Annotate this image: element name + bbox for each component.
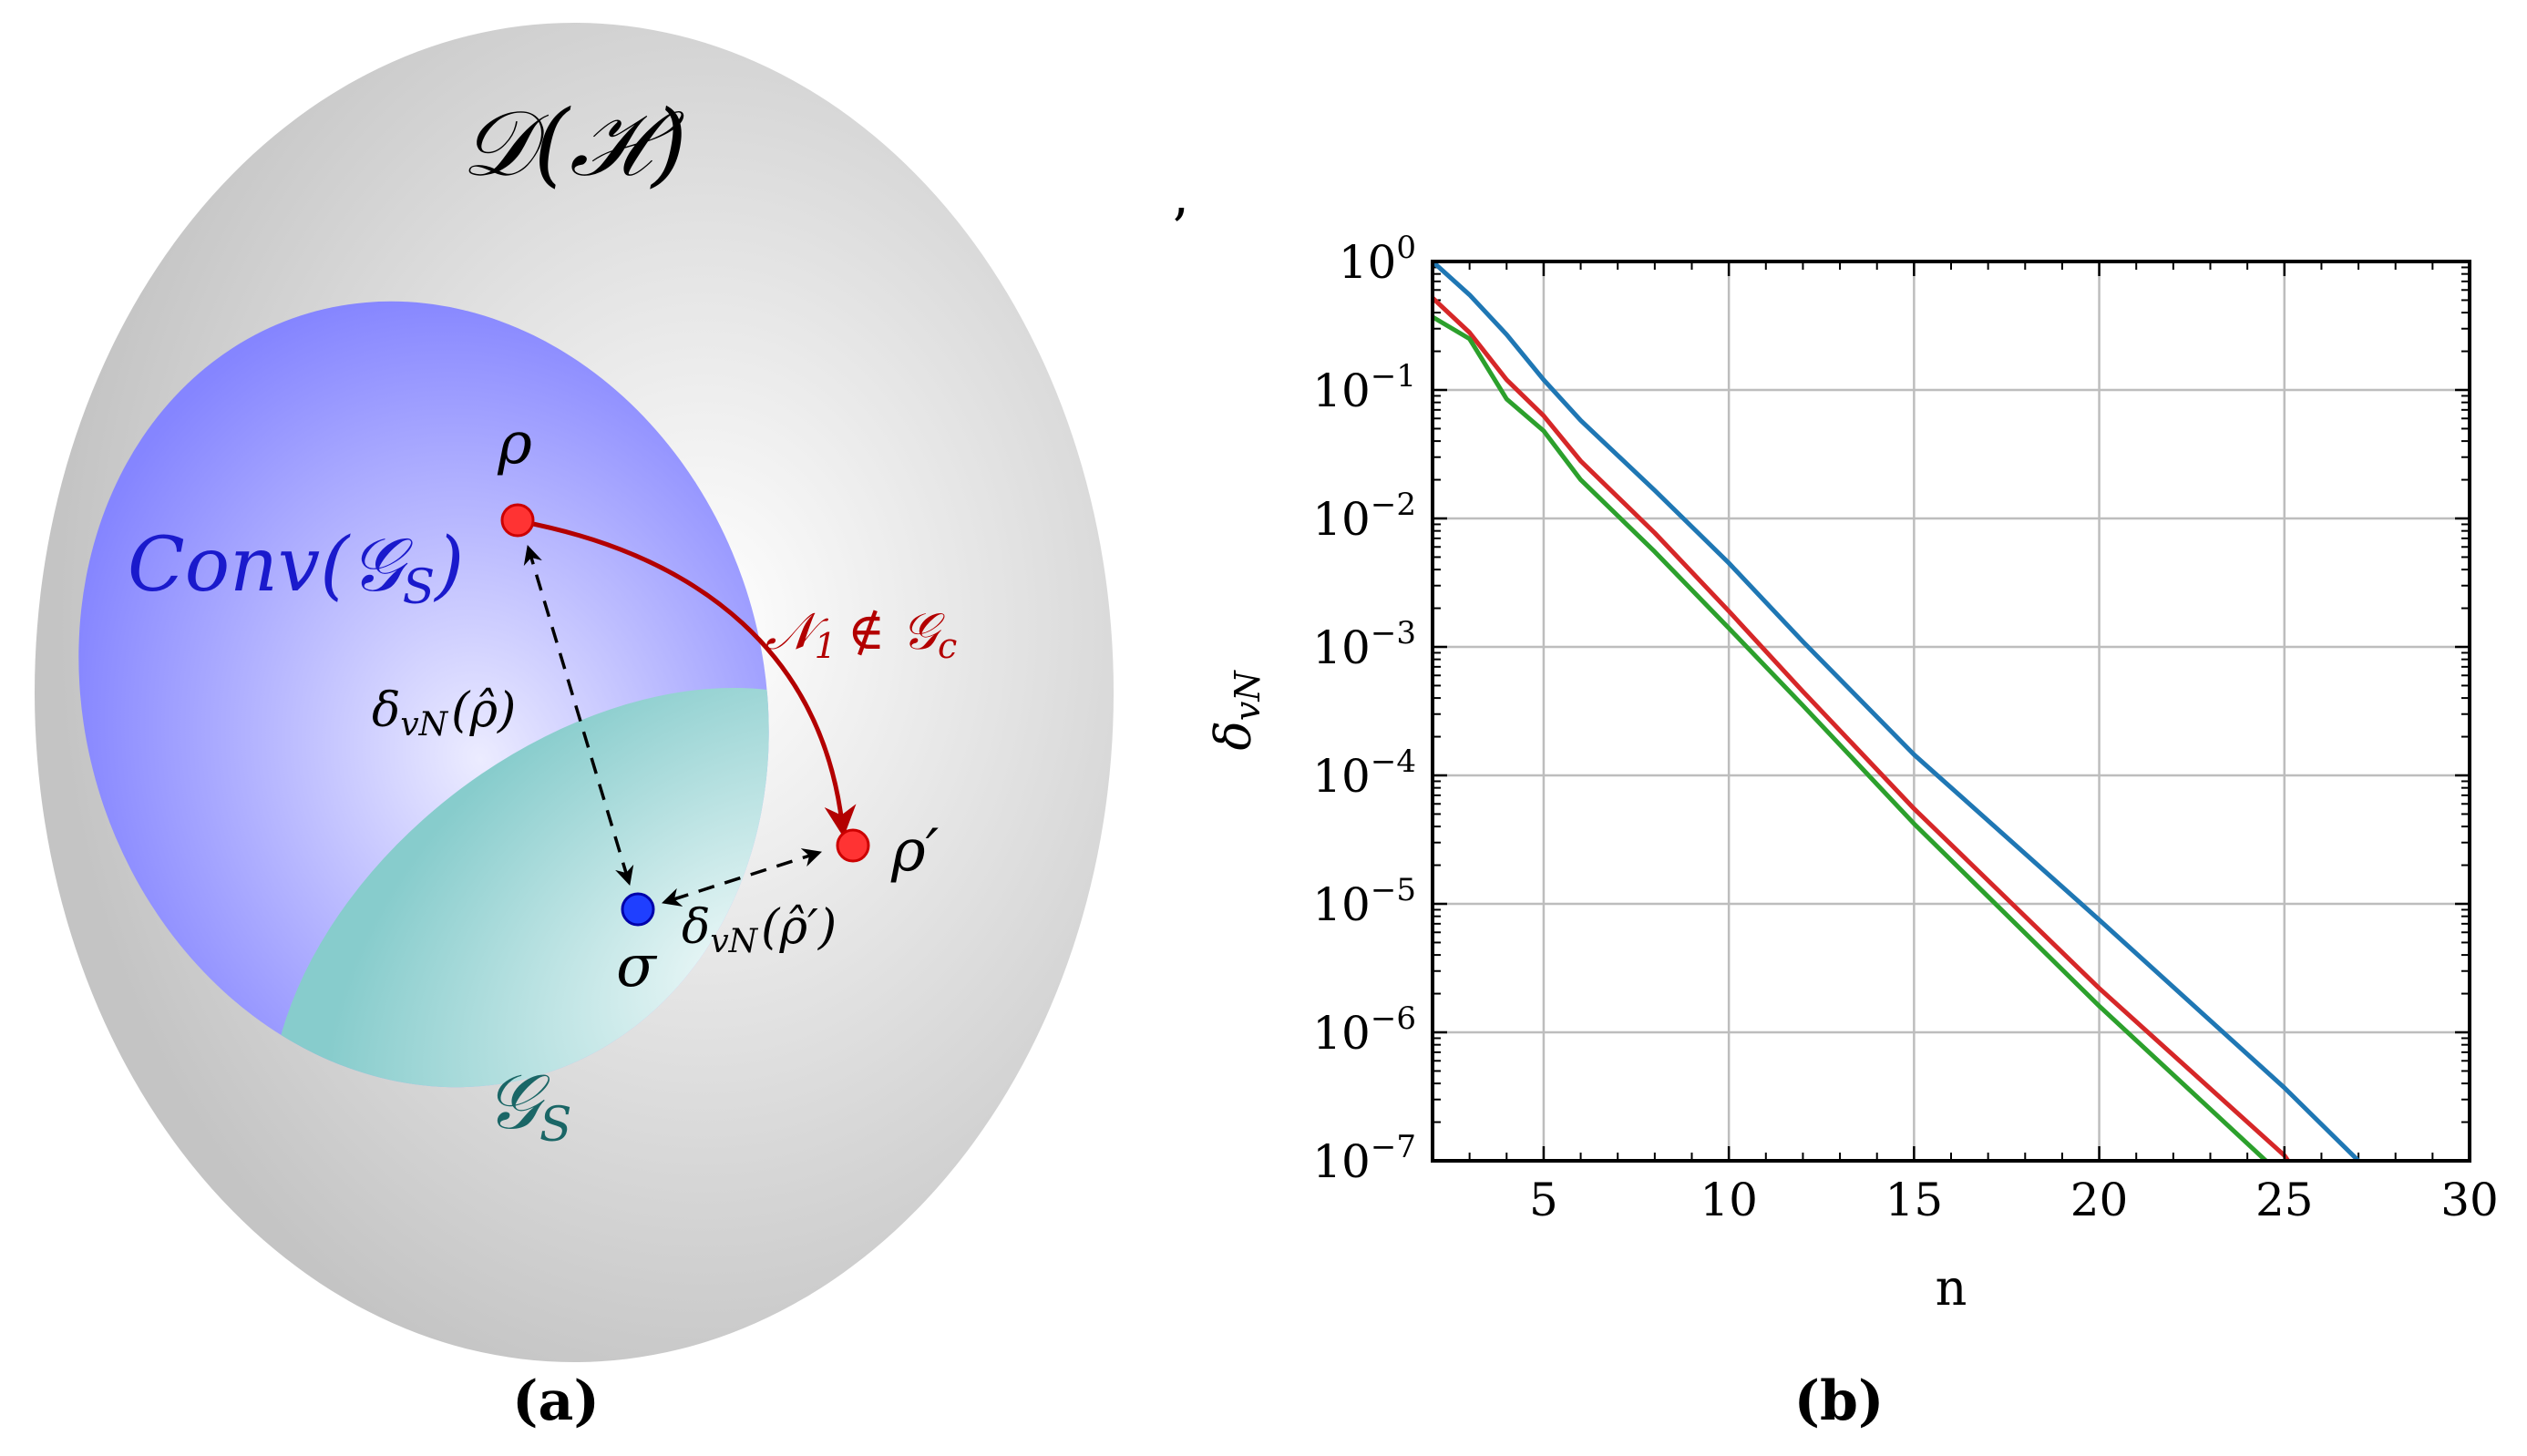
stray-mark: ’ (1171, 198, 1188, 261)
panel-a: 𝒟(ℋ) Conv(𝒢S) 𝒢S 𝒩1 ∉ 𝒢c ρ ρ′ σ δvN(ρ̂) δ… (35, 23, 1114, 1433)
distance-arrow-rho-sigma (523, 544, 634, 887)
y-axis-ticks: 100 10−1 10−2 10−3 10−4 10−5 10−6 10−7 (1312, 230, 2470, 1188)
sigma-point (621, 892, 655, 927)
chart-minor-ticks (1432, 261, 2470, 1161)
chart-frame (1431, 260, 2471, 1163)
series-line-red (1433, 296, 2290, 1161)
y-tick-label: 10−3 (1312, 615, 1416, 674)
caption-b: (b) (1794, 1369, 1885, 1433)
x-tick-label: 10 (1700, 1174, 1758, 1226)
y-tick-label: 100 (1339, 230, 1416, 289)
caption-a: (a) (512, 1369, 600, 1433)
y-tick-label: 10−2 (1312, 487, 1416, 546)
x-tick-label: 15 (1885, 1174, 1944, 1226)
x-tick-label: 20 (2070, 1174, 2129, 1226)
chart-series (1433, 261, 2360, 1161)
x-tick-label: 30 (2440, 1174, 2499, 1226)
channel-arrow (519, 518, 857, 837)
x-axis-label: n (1936, 1259, 1967, 1317)
rho-point (500, 503, 535, 538)
channel-label: 𝒩1 ∉ 𝒢c (765, 602, 957, 666)
conv-set-label: Conv(𝒢S) (128, 522, 464, 615)
y-tick-label: 10−1 (1312, 358, 1416, 417)
x-tick-label: 5 (1529, 1174, 1558, 1226)
y-tick-label: 10−5 (1312, 872, 1416, 931)
series-line-blue (1433, 261, 2360, 1161)
y-tick-label: 10−6 (1312, 1000, 1416, 1060)
rho-label: ρ (497, 410, 532, 477)
rho-prime-point (836, 828, 870, 863)
panel-b: ’ 5 10 15 20 25 30 100 10−1 10−2 10−3 10−4 10−5 10−… (1171, 198, 2499, 1433)
y-tick-label: 10−7 (1312, 1129, 1416, 1188)
outer-set-label: 𝒟(ℋ) (461, 90, 687, 197)
rho-prime-label: ρ′ (890, 817, 940, 885)
x-tick-label: 25 (2255, 1174, 2314, 1226)
chart-grid (1433, 261, 2470, 1161)
distance-label-rhoprime: δvN(ρ̂′) (682, 900, 837, 960)
series-line-green (1433, 314, 2268, 1161)
sigma-label: σ (616, 933, 658, 1000)
x-axis-ticks: 5 10 15 20 25 30 (1529, 261, 2499, 1226)
distance-label-rho: δvN(ρ̂) (372, 683, 516, 743)
y-axis-label: δvN (1205, 670, 1268, 751)
y-tick-label: 10−4 (1312, 743, 1416, 803)
